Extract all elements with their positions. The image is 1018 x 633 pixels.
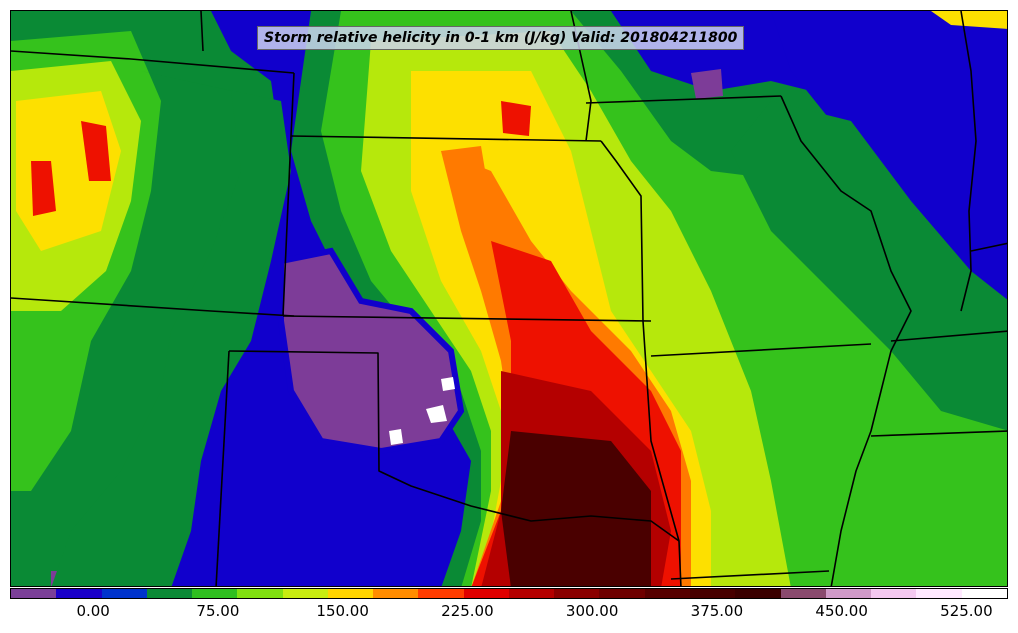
colorbar-segment-3 xyxy=(146,589,193,598)
colorbar-segment-2 xyxy=(101,589,147,598)
colorbar-segment-21 xyxy=(961,589,1007,598)
field-ne-yellow xyxy=(931,11,1007,29)
border-mississippi xyxy=(780,95,912,586)
colorbar-segment-15 xyxy=(689,589,736,598)
state-borders xyxy=(11,11,1007,586)
map-panel: Storm relative helicity in 0-1 km (J/kg)… xyxy=(10,10,1008,587)
border-il-ky xyxy=(890,330,1007,342)
field-panhandle-blue-ring xyxy=(278,247,465,455)
border-ia-mn xyxy=(585,95,782,104)
colorbar-segment-14 xyxy=(644,589,690,598)
colorbar-segment-10 xyxy=(463,589,509,598)
colorbar-tick-label: 150.00 xyxy=(316,602,369,620)
colorbar-segment-6 xyxy=(282,589,328,598)
field-west-plains-green xyxy=(51,71,291,586)
colorbar-segment-17 xyxy=(780,589,826,598)
border-il-in xyxy=(960,11,977,312)
colorbar-segment-5 xyxy=(237,589,283,598)
helicity-map xyxy=(11,11,1007,586)
colorbar-segment-9 xyxy=(418,589,464,598)
colorbar-tick-label: 525.00 xyxy=(940,602,993,620)
field-white-spot-c xyxy=(389,429,403,445)
border-ks-ok xyxy=(642,320,682,586)
field-west-red-b xyxy=(31,161,56,216)
field-east-blue xyxy=(771,11,1007,311)
border-mt-wy xyxy=(11,50,295,74)
colorbar-tick-label: 375.00 xyxy=(690,602,744,620)
colorbar xyxy=(10,588,1008,599)
colorbar-tick-label: 300.00 xyxy=(565,602,619,620)
colorbar-segment-0 xyxy=(11,589,57,598)
border-nd-sd xyxy=(200,11,204,52)
border-ky-tn xyxy=(870,430,1007,437)
border-mo-ar xyxy=(670,570,830,580)
border-ne-ks xyxy=(290,135,602,142)
colorbar-segment-11 xyxy=(508,589,555,598)
colorbar-segment-19 xyxy=(871,589,917,598)
colorbar-tick-label: 75.00 xyxy=(196,602,240,620)
field-panhandle-purple xyxy=(281,251,461,451)
border-nm-tx xyxy=(228,350,680,542)
colorbar-segment-16 xyxy=(735,589,781,598)
border-wy-co xyxy=(11,297,295,317)
colorbar-segment-8 xyxy=(373,589,419,598)
field-ne-purple xyxy=(691,69,723,99)
colorbar-segment-12 xyxy=(554,589,600,598)
colorbar-segment-1 xyxy=(56,589,102,598)
colorbar-tick-label: 0.00 xyxy=(76,602,110,620)
colorbar-segment-18 xyxy=(825,589,872,598)
field-central-maroon xyxy=(501,431,651,586)
border-mo-east xyxy=(650,343,872,357)
field-north-red xyxy=(501,101,531,136)
border-wi-mi xyxy=(970,242,1007,252)
border-ks-east xyxy=(600,140,644,322)
colorbar-segment-13 xyxy=(599,589,645,598)
colorbar-segment-4 xyxy=(192,589,238,598)
colorbar-tick-labels: 0.00 75.00 150.00 225.00 300.00 375.00 450.00 5… xyxy=(10,602,1008,622)
field-north-orange xyxy=(441,146,486,181)
colorbar-tick-label: 225.00 xyxy=(441,602,494,620)
border-co-east xyxy=(282,315,652,322)
field-white-spot-a xyxy=(441,377,455,391)
border-nm-west xyxy=(215,350,230,586)
field-east-green xyxy=(731,101,1007,431)
field-white-spot-b xyxy=(426,405,447,423)
colorbar-segment-20 xyxy=(916,589,962,598)
field-west-red-a xyxy=(81,121,111,181)
map-title: Storm relative helicity in 0-1 km (J/kg)… xyxy=(257,26,745,50)
colorbar-tick-label: 450.00 xyxy=(815,602,868,620)
colorbar-segment-7 xyxy=(327,589,374,598)
